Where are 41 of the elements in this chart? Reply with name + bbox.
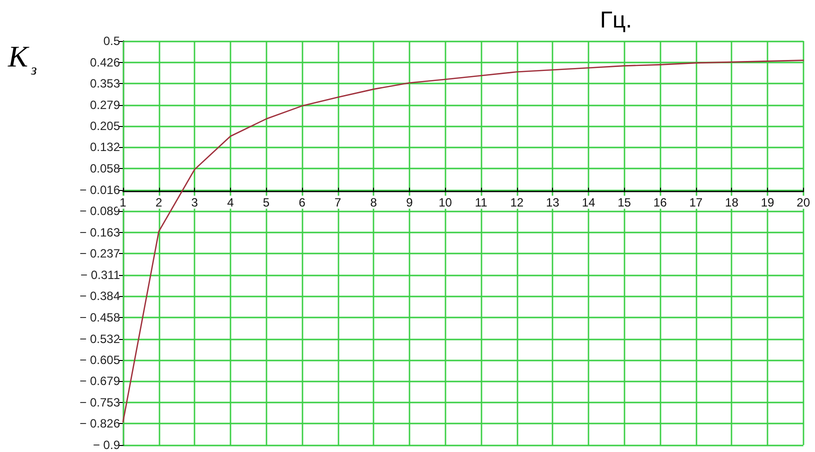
y-tick-label: − 0.532 <box>80 332 120 346</box>
x-tick-label: 16 <box>653 196 668 210</box>
y-tick-label: − 0.163 <box>80 225 120 240</box>
y-tick-label: − 0.016 <box>80 182 120 197</box>
y-tick-label: − 0.826 <box>80 416 120 431</box>
x-tick-label: 14 <box>582 196 596 210</box>
y-tick-label: 0.5 <box>103 34 120 48</box>
y-tick-label: − 0.237 <box>80 246 120 261</box>
y-tick-label: − 0.679 <box>80 374 120 388</box>
x-axis-title: Гц. <box>600 6 632 32</box>
x-tick-label: 5 <box>262 196 270 210</box>
x-tick-label: 17 <box>689 196 703 210</box>
x-tick-label: 1 <box>120 196 127 210</box>
y-tick-label: 0.279 <box>90 98 120 112</box>
x-tick-label: 20 <box>796 196 810 210</box>
y-tick-label: − 0.9 <box>92 438 120 452</box>
x-tick-label: 18 <box>725 196 739 210</box>
x-tick-label: 10 <box>438 196 452 210</box>
x-tick-label: 7 <box>334 196 342 210</box>
y-tick-label: 0.058 <box>90 162 120 176</box>
y-tick-label: − 0.605 <box>80 352 120 367</box>
y-tick-label: − 0.384 <box>80 289 120 304</box>
x-tick-label: 12 <box>510 196 524 210</box>
x-tick-label: 13 <box>546 196 560 210</box>
y-tick-label: 0.353 <box>90 76 120 90</box>
x-tick-label: 15 <box>618 196 632 210</box>
y-tick-label: − 0.089 <box>80 204 120 218</box>
x-tick-label: 9 <box>406 196 414 210</box>
y-tick-label: − 0.311 <box>80 268 120 282</box>
x-tick-label: 19 <box>760 196 775 210</box>
x-tick-label: 8 <box>370 196 378 210</box>
y-tick-label: 0.132 <box>90 140 120 154</box>
x-tick-label: 4 <box>227 196 234 210</box>
y-tick-label: − 0.753 <box>80 396 120 410</box>
x-tick-label: 11 <box>474 196 488 210</box>
y-tick-label: 0.426 <box>90 55 120 70</box>
y-tick-label: 0.205 <box>90 119 120 134</box>
x-tick-label: 2 <box>155 196 162 210</box>
x-tick-label: 3 <box>191 196 198 210</box>
y-tick-label: − 0.458 <box>80 310 120 324</box>
x-tick-label: 6 <box>298 196 306 210</box>
